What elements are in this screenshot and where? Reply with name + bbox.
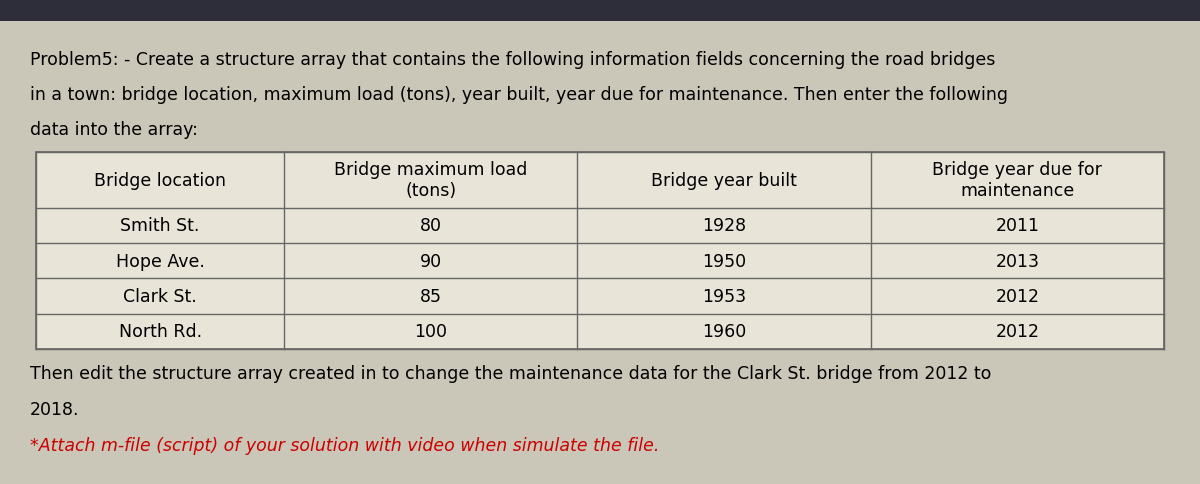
Text: data into the array:: data into the array:	[30, 121, 198, 138]
Text: 80: 80	[420, 217, 442, 235]
Text: 100: 100	[414, 323, 448, 341]
Text: Then edit the structure array created in to change the maintenance data for the : Then edit the structure array created in…	[30, 364, 991, 382]
Text: North Rd.: North Rd.	[119, 323, 202, 341]
Text: 2012: 2012	[995, 287, 1039, 305]
FancyBboxPatch shape	[0, 0, 1200, 22]
Text: 2011: 2011	[995, 217, 1039, 235]
Text: 1960: 1960	[702, 323, 746, 341]
Text: *Attach m-file (script) of your solution with video when simulate the file.: *Attach m-file (script) of your solution…	[30, 437, 659, 454]
FancyBboxPatch shape	[36, 152, 1164, 349]
Text: Smith St.: Smith St.	[120, 217, 199, 235]
Text: Clark St.: Clark St.	[124, 287, 197, 305]
Text: in a town: bridge location, maximum load (tons), year built, year due for mainte: in a town: bridge location, maximum load…	[30, 86, 1008, 104]
Text: Problem5: - Create a structure array that contains the following information fie: Problem5: - Create a structure array tha…	[30, 51, 995, 69]
Text: Bridge location: Bridge location	[94, 171, 226, 189]
Text: 85: 85	[420, 287, 442, 305]
Text: 1953: 1953	[702, 287, 746, 305]
Text: Bridge maximum load
(tons): Bridge maximum load (tons)	[334, 161, 528, 200]
Text: 1950: 1950	[702, 252, 746, 270]
Text: Hope Ave.: Hope Ave.	[115, 252, 204, 270]
Text: 90: 90	[420, 252, 442, 270]
Text: 2012: 2012	[995, 323, 1039, 341]
Text: Bridge year built: Bridge year built	[652, 171, 797, 189]
Text: 2013: 2013	[995, 252, 1039, 270]
Text: 2018.: 2018.	[30, 400, 79, 418]
Text: 1928: 1928	[702, 217, 746, 235]
Text: Bridge year due for
maintenance: Bridge year due for maintenance	[932, 161, 1103, 200]
